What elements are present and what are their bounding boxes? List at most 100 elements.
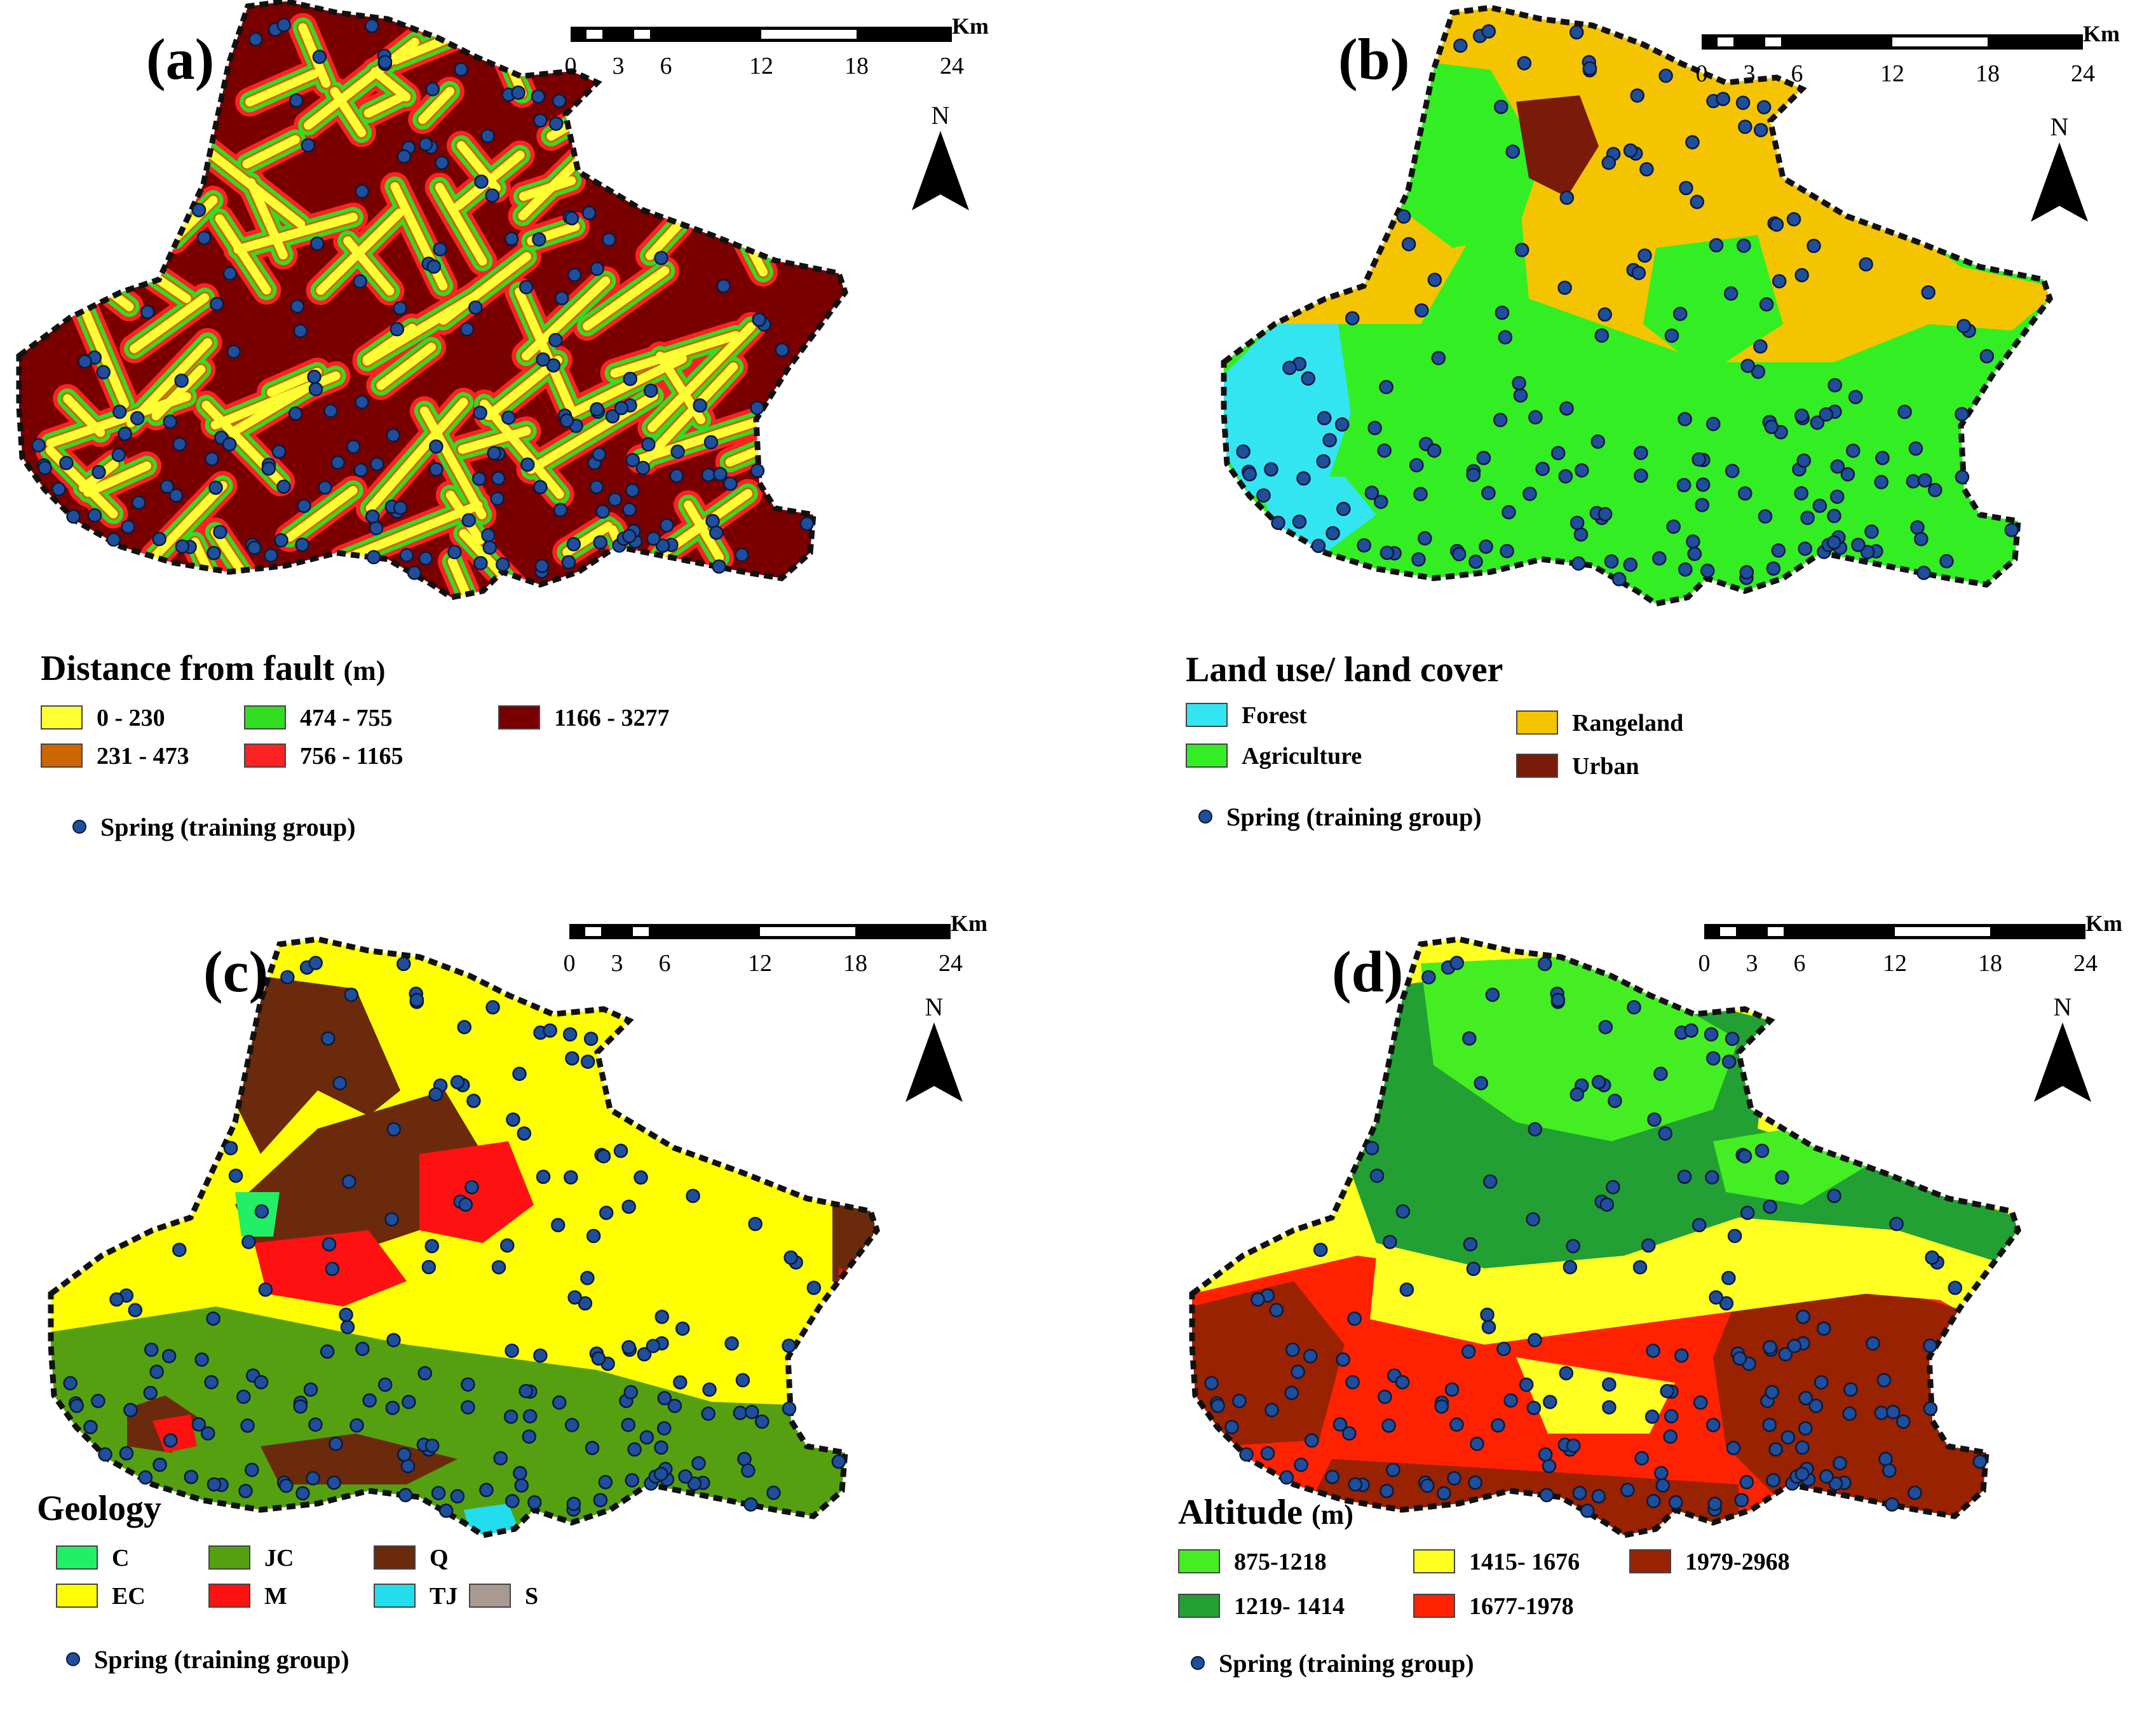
fault-buffer: [247, 178, 288, 260]
spring-point: [163, 1433, 178, 1448]
spring-point: [531, 89, 546, 104]
spring-point: [1754, 1143, 1770, 1158]
spring-point: [480, 128, 495, 144]
spring-point: [1313, 1242, 1328, 1258]
spring-point: [511, 85, 525, 100]
spring-point: [1676, 478, 1692, 492]
fault-buffer: [245, 69, 318, 107]
legend-title: Distance from fault (m): [41, 649, 386, 688]
legend-title: Geology: [37, 1489, 161, 1528]
spring-point: [1819, 407, 1834, 422]
spring-point: [1563, 1259, 1578, 1275]
spring-point: [1663, 1429, 1678, 1444]
spring-point: [627, 1442, 642, 1457]
scale-tick: 18: [843, 950, 867, 977]
spring-point: [450, 1075, 465, 1090]
fault-buffer: [87, 71, 142, 114]
spring-point: [223, 1141, 238, 1156]
spring-point: [1500, 543, 1514, 559]
spring-point: [1377, 443, 1392, 458]
scale-tick: 3: [611, 950, 623, 977]
spring-point: [1768, 1442, 1783, 1457]
spring-point: [522, 1429, 536, 1444]
scale-unit: Km: [952, 13, 989, 39]
spring-point: [590, 261, 604, 276]
spring-point: [1380, 1484, 1394, 1498]
spring-point: [745, 1404, 759, 1420]
spring-point: [355, 184, 370, 199]
spring-point: [1292, 514, 1307, 529]
spring-point: [1842, 1406, 1857, 1421]
spring-point: [393, 301, 407, 316]
spring-point: [307, 369, 322, 384]
fault-buffer: [230, 383, 312, 436]
spring-point: [1271, 515, 1285, 531]
spring-point: [1481, 485, 1496, 501]
spring-point: [318, 480, 332, 495]
north-arrow-icon: [2034, 1022, 2091, 1102]
spring-point: [1827, 1188, 1841, 1204]
spring-point: [132, 495, 146, 510]
fault-buffer: [699, 80, 823, 172]
spring-point: [598, 1475, 613, 1490]
spring-point: [397, 1447, 412, 1462]
fault-buffer: [759, 226, 831, 261]
spring-point: [693, 398, 707, 413]
spring-point: [254, 1204, 269, 1219]
spring-point: [566, 1497, 581, 1511]
spring-point: [1709, 238, 1724, 253]
panel-label: (b): [1338, 27, 1410, 92]
spring-point: [1634, 1451, 1649, 1466]
fault-buffer: [242, 135, 300, 168]
spring-point: [1908, 441, 1923, 456]
spring-point: [493, 1451, 508, 1466]
spring-point: [31, 438, 46, 452]
spring-point: [687, 1476, 702, 1491]
spring-point: [506, 1112, 520, 1127]
fault-buffer: [61, 175, 117, 217]
spring-point: [1357, 538, 1371, 553]
spring-point: [581, 205, 597, 221]
spring-point: [1260, 1446, 1275, 1461]
panel-label: (c): [203, 939, 269, 1004]
spring-point: [1325, 526, 1340, 541]
spring-point: [613, 1143, 628, 1158]
fault-buffer: [611, 553, 736, 597]
spring-point: [552, 1395, 567, 1410]
spring-point: [548, 332, 563, 348]
scale-tick: 3: [1743, 60, 1756, 87]
spring-point: [222, 437, 237, 452]
spring-point: [418, 137, 433, 152]
spring-point: [346, 439, 361, 454]
spring-point: [1737, 238, 1751, 253]
scale-bar-segment: [585, 927, 601, 936]
spring-point: [400, 1458, 416, 1474]
spring-point: [766, 1485, 781, 1500]
spring-point: [1914, 532, 1929, 546]
spring-point: [428, 1087, 444, 1102]
spring-point: [424, 1438, 440, 1453]
spring-point: [536, 352, 550, 367]
spring-point: [325, 1261, 340, 1277]
spring-point: [675, 1321, 690, 1336]
spring-point: [654, 250, 668, 266]
spring-point: [686, 1188, 700, 1204]
spring-point: [1481, 24, 1496, 39]
spring-point: [66, 509, 81, 524]
zone-1415-1676: [1516, 1357, 1675, 1434]
spring-point: [1279, 1470, 1294, 1485]
spring-point: [1794, 268, 1809, 283]
spring-point: [161, 1348, 177, 1364]
spring-point: [152, 531, 166, 546]
spring-point: [1673, 306, 1688, 322]
spring-point: [1369, 1168, 1385, 1183]
spring-point: [1679, 180, 1693, 196]
spring-point: [599, 1205, 614, 1220]
spring-point: [1766, 1473, 1780, 1488]
spring-point: [1814, 1375, 1829, 1390]
spring-point: [130, 411, 145, 426]
scale-bar-segment: [633, 927, 649, 936]
spring-point: [1480, 1307, 1495, 1322]
spring-point: [1655, 1478, 1671, 1493]
spring-point: [1573, 527, 1589, 542]
